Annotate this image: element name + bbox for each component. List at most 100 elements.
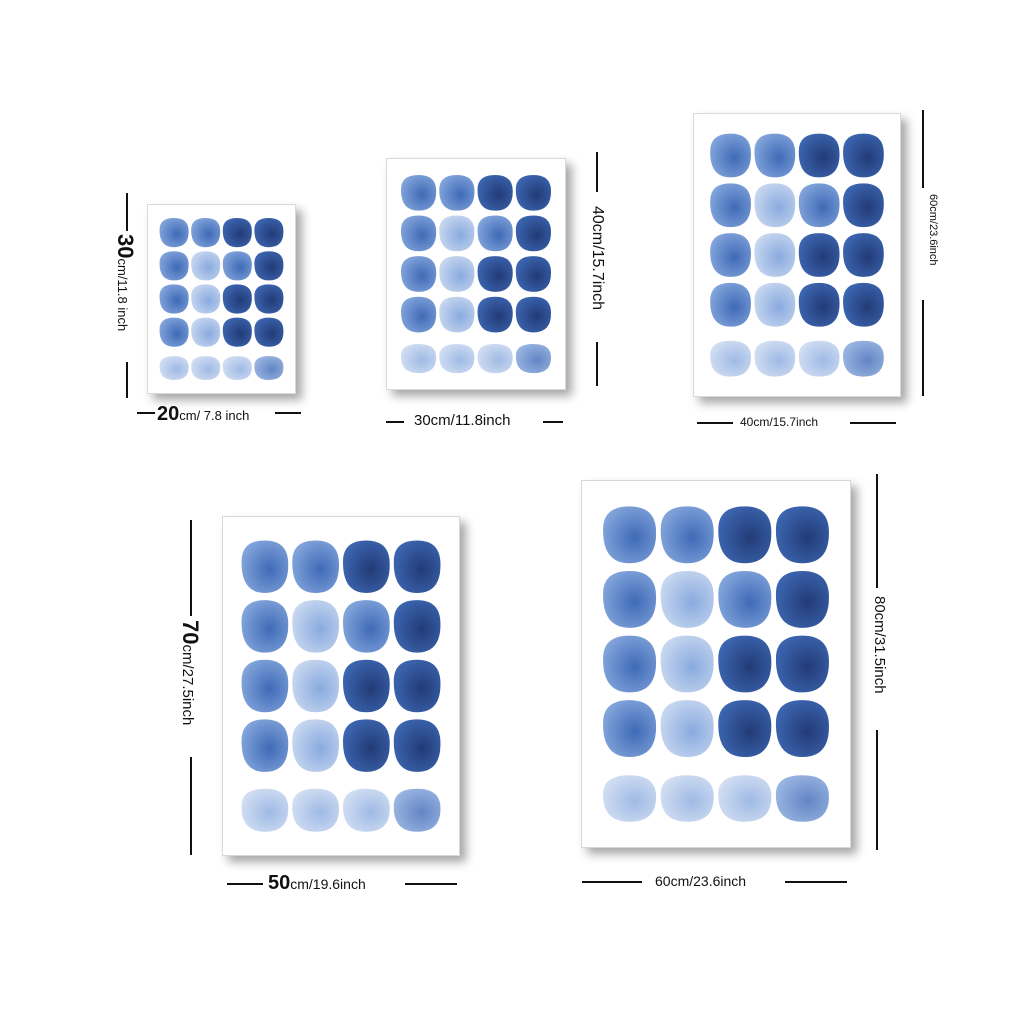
height-dimension-line-top xyxy=(190,520,192,616)
width-number: 20 xyxy=(157,403,180,425)
ink-blob xyxy=(222,251,252,281)
width-dimension-line-right xyxy=(543,421,563,423)
ink-blob xyxy=(603,700,657,758)
height-label-50x70: 70 cm/27.5inch xyxy=(178,620,203,726)
ink-blob xyxy=(660,506,714,564)
ink-blob xyxy=(718,775,772,822)
ink-blob xyxy=(159,218,189,248)
ink-blob xyxy=(254,317,284,347)
width-dimension-line-right xyxy=(850,422,896,424)
height-unit: cm/11.8 inch xyxy=(115,258,130,332)
height-dimension-line-bottom xyxy=(876,730,878,850)
width-dimension-line-right xyxy=(405,883,457,885)
watercolor-artwork xyxy=(159,218,284,381)
ink-blob xyxy=(477,296,513,333)
ink-blob xyxy=(515,343,552,374)
poster-60x80 xyxy=(581,480,851,848)
width-dimension-line-right xyxy=(275,412,301,414)
ink-blob xyxy=(775,775,829,822)
ink-blob xyxy=(798,133,840,178)
ink-blob xyxy=(343,540,390,593)
ink-blob xyxy=(222,317,252,347)
ink-blob xyxy=(159,317,189,347)
ink-blob xyxy=(343,600,390,653)
ink-blob xyxy=(775,635,829,693)
ink-blob xyxy=(292,719,339,772)
height-number: 30 xyxy=(113,234,138,259)
ink-blob xyxy=(603,570,657,628)
width-text: 60cm/23.6inch xyxy=(655,873,747,889)
width-text: 40cm/15.7inch xyxy=(740,415,819,429)
ink-blob xyxy=(718,635,772,693)
height-dimension-line-top xyxy=(876,474,878,588)
ink-blob xyxy=(393,719,441,772)
ink-blob xyxy=(222,284,252,314)
height-unit: cm/27.5inch xyxy=(179,644,196,726)
ink-blob xyxy=(191,356,221,381)
width-dimension-line-left xyxy=(137,412,155,414)
ink-blob xyxy=(843,340,884,377)
ink-blob xyxy=(241,540,289,593)
height-label-40x60: 60cm/23.6inch xyxy=(927,194,939,266)
ink-blob xyxy=(393,659,441,713)
ink-blob xyxy=(400,174,437,211)
height-number: 70 xyxy=(178,620,203,645)
ink-blob xyxy=(843,133,884,178)
height-dimension-line-bottom xyxy=(922,300,924,396)
ink-blob xyxy=(477,256,513,292)
width-number: 50 xyxy=(268,872,291,894)
ink-blob xyxy=(254,284,284,314)
width-label-40x60: 40cm/15.7inch xyxy=(740,416,818,428)
width-dimension-line-left xyxy=(582,881,642,883)
ink-blob xyxy=(477,343,513,374)
ink-blob xyxy=(400,256,437,292)
ink-blob xyxy=(660,700,714,758)
width-dimension-line-left xyxy=(227,883,263,885)
ink-blob xyxy=(798,183,840,228)
ink-blob xyxy=(754,282,796,327)
ink-blob xyxy=(254,218,284,248)
ink-blob xyxy=(754,133,796,178)
ink-blob xyxy=(603,635,657,693)
ink-blob xyxy=(515,174,552,211)
ink-blob xyxy=(718,570,772,628)
width-label-30x40: 30cm/11.8inch xyxy=(414,413,510,428)
ink-blob xyxy=(718,700,772,758)
width-dimension-line-left xyxy=(386,421,404,423)
width-unit: cm/19.6inch xyxy=(290,876,366,892)
ink-blob xyxy=(393,600,441,653)
ink-blob xyxy=(660,775,714,822)
ink-blob xyxy=(191,284,221,314)
ink-blob xyxy=(439,343,475,374)
height-dimension-line-top xyxy=(596,152,598,192)
width-label-20x30: 20 cm/ 7.8 inch xyxy=(157,404,249,424)
ink-blob xyxy=(222,218,252,248)
width-label-50x70: 50 cm/19.6inch xyxy=(268,873,366,893)
ink-blob xyxy=(603,775,657,822)
ink-blob xyxy=(254,251,284,281)
ink-blob xyxy=(400,296,437,333)
poster-50x70 xyxy=(222,516,460,856)
ink-blob xyxy=(477,174,513,211)
ink-blob xyxy=(660,635,714,693)
ink-blob xyxy=(718,506,772,564)
ink-blob xyxy=(439,174,475,211)
watercolor-artwork xyxy=(400,174,552,374)
ink-blob xyxy=(775,506,829,564)
ink-blob xyxy=(754,233,796,277)
watercolor-artwork xyxy=(241,540,441,832)
ink-blob xyxy=(292,788,339,832)
ink-blob xyxy=(515,215,552,252)
watercolor-artwork xyxy=(710,133,884,377)
height-dimension-line-top xyxy=(126,193,128,231)
ink-blob xyxy=(393,788,441,832)
height-dimension-line-bottom xyxy=(126,362,128,398)
ink-blob xyxy=(292,540,339,593)
ink-blob xyxy=(343,788,390,832)
ink-blob xyxy=(439,296,475,333)
ink-blob xyxy=(292,600,339,653)
height-label-20x30: 30 cm/11.8 inch xyxy=(113,234,138,332)
poster-30x40 xyxy=(386,158,566,390)
width-unit: cm/ 7.8 inch xyxy=(179,408,250,423)
